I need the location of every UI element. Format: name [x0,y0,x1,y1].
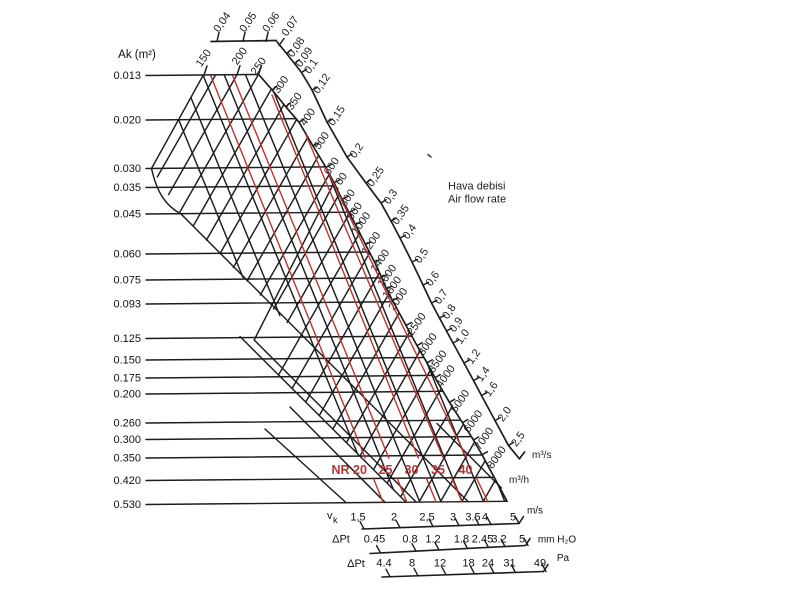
svg-text:0.035: 0.035 [113,182,141,194]
svg-text:24: 24 [482,558,494,570]
svg-text:0.350: 0.350 [113,453,141,465]
svg-text:2: 2 [391,512,397,524]
svg-text:31: 31 [503,558,515,570]
svg-text:5: 5 [519,534,525,546]
svg-text:mm H₂O: mm H₂O [538,535,577,546]
svg-text:0.8: 0.8 [402,534,417,546]
svg-text:1.8: 1.8 [454,534,469,546]
svg-text:Ak (m²): Ak (m²) [118,49,156,61]
svg-text:25: 25 [379,463,393,477]
svg-text:0.030: 0.030 [113,163,141,175]
svg-text:0.093: 0.093 [113,299,141,311]
svg-text:1.2: 1.2 [425,534,440,546]
svg-text:0.420: 0.420 [113,475,141,487]
svg-text:20: 20 [353,463,367,477]
svg-text:8: 8 [409,558,415,570]
svg-text:Pa: Pa [557,553,570,564]
svg-text:m/s: m/s [527,506,543,517]
svg-text:0.060: 0.060 [113,249,141,261]
svg-text:k: k [333,515,338,525]
svg-text:0.045: 0.045 [113,209,141,221]
svg-text:v: v [327,510,333,522]
svg-text:12: 12 [434,558,446,570]
svg-text:Hava debisi: Hava debisi [448,181,505,193]
svg-text:35: 35 [431,463,445,477]
svg-text:2,5: 2,5 [419,512,434,524]
svg-text:0.300: 0.300 [113,434,141,446]
svg-text:0.075: 0.075 [113,275,141,287]
svg-text:3.2: 3.2 [491,534,506,546]
svg-text:0.013: 0.013 [113,70,141,82]
svg-text:0.260: 0.260 [113,418,141,430]
svg-text:40: 40 [459,463,473,477]
svg-text:ΔPt: ΔPt [347,558,365,570]
svg-text:4.4: 4.4 [376,558,391,570]
svg-text:0.530: 0.530 [113,499,141,511]
svg-text:0.150: 0.150 [113,355,141,367]
svg-text:1,5: 1,5 [350,512,365,524]
svg-text:4: 4 [482,512,488,524]
svg-text:3.5: 3.5 [465,512,480,524]
svg-text:0.200: 0.200 [113,389,141,401]
svg-text:0.175: 0.175 [113,373,141,385]
svg-text:2.45: 2.45 [472,534,493,546]
svg-text:ΔPt: ΔPt [332,534,350,546]
svg-text:NR: NR [331,463,349,477]
svg-text:30: 30 [405,463,419,477]
svg-text:0.020: 0.020 [113,115,141,127]
svg-text:3: 3 [450,512,456,524]
svg-text:m³/s: m³/s [532,450,551,461]
svg-text:m³/h: m³/h [509,475,529,486]
svg-text:Air flow rate: Air flow rate [448,194,506,206]
svg-text:0.125: 0.125 [113,333,141,345]
svg-text:0.45: 0.45 [364,534,385,546]
svg-text:18: 18 [462,558,474,570]
svg-text:5: 5 [510,512,516,524]
